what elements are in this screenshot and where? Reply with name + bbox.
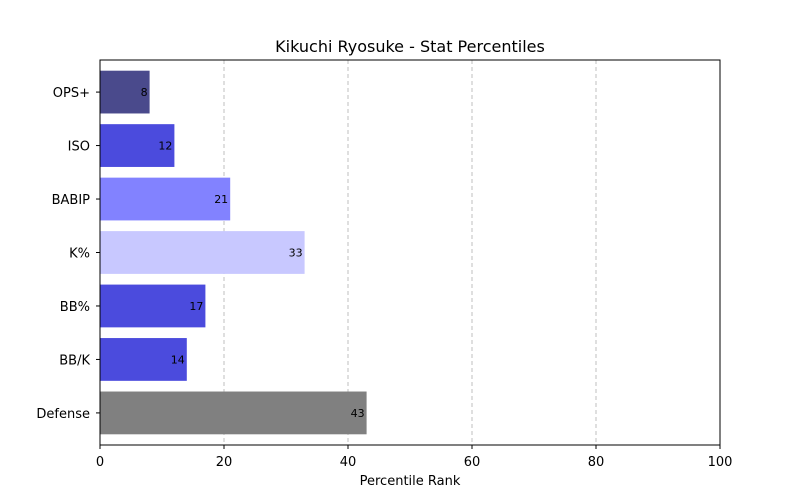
bar-value-label: 14	[171, 353, 185, 366]
y-tick-label: ISO	[68, 140, 90, 155]
bar-value-label: 33	[289, 247, 303, 260]
bar	[100, 231, 305, 274]
x-tick-label: 40	[340, 455, 357, 470]
bar	[100, 391, 367, 435]
x-tick-label: 80	[588, 455, 605, 470]
bar	[100, 177, 231, 221]
chart-title: Kikuchi Ryosuke - Stat Percentiles	[275, 37, 545, 56]
bar	[100, 124, 175, 167]
y-axis-ticks: OPS+ ISO BABIP K% BB% BB/K Defense	[36, 86, 100, 422]
y-tick-label: K%	[69, 247, 90, 262]
bar-value-label: 21	[214, 193, 228, 206]
y-tick-label: OPS+	[53, 86, 90, 101]
y-tick-label: BABIP	[52, 193, 91, 208]
y-tick-label: Defense	[36, 407, 90, 422]
bar	[100, 70, 150, 114]
x-axis-label: Percentile Rank	[360, 474, 461, 489]
bars	[100, 70, 367, 435]
x-tick-label: 0	[96, 455, 104, 470]
bar-value-label: 17	[189, 300, 203, 313]
x-tick-label: 20	[216, 455, 233, 470]
bar-value-label: 12	[158, 140, 172, 153]
bar-value-label: 8	[141, 86, 148, 99]
bar	[100, 284, 206, 328]
x-tick-label: 100	[708, 455, 733, 470]
bar-value-label: 43	[351, 407, 365, 420]
y-tick-label: BB/K	[59, 353, 90, 368]
bar	[100, 338, 187, 381]
x-tick-label: 60	[464, 455, 481, 470]
bar-value-labels: 8 12 21 33 17 14 43	[141, 86, 365, 420]
x-axis-ticks: 0 20 40 60 80 100	[96, 445, 733, 470]
y-tick-label: BB%	[60, 300, 90, 315]
